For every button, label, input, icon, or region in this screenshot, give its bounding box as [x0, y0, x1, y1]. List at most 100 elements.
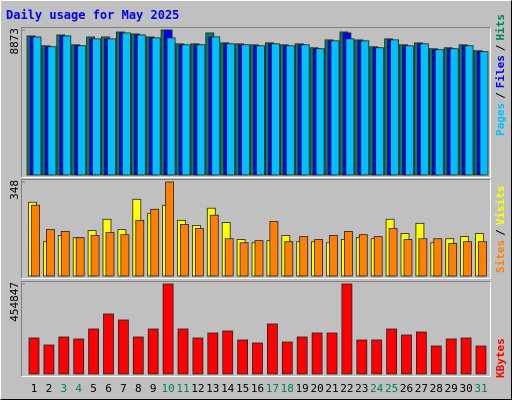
x-tick-label: 26	[400, 382, 413, 395]
legend: Pages / Files / Hits	[494, 14, 507, 136]
bar	[256, 45, 265, 176]
bar	[47, 46, 57, 176]
bar	[315, 48, 325, 176]
x-tick-label: 25	[385, 382, 398, 395]
bar	[181, 44, 191, 176]
x-tick-label: 7	[120, 382, 127, 395]
bar	[401, 334, 412, 375]
x-tick-label: 5	[90, 382, 97, 395]
bar	[375, 47, 385, 176]
bar	[343, 231, 353, 277]
panel-shadow	[21, 281, 491, 377]
bar	[194, 228, 204, 277]
bar	[162, 283, 174, 375]
legend-entry: Hits	[494, 14, 507, 41]
bar	[237, 339, 249, 375]
bar	[341, 283, 353, 375]
x-tick-label: 31	[474, 382, 487, 395]
bar	[166, 37, 176, 176]
bar	[136, 34, 146, 176]
bar	[107, 38, 116, 176]
bar	[314, 239, 324, 277]
x-tick-label: 30	[459, 382, 472, 395]
x-tick-label: 11	[176, 382, 189, 395]
x-tick-label: 10	[161, 382, 174, 395]
bar	[239, 242, 249, 277]
x-tick-label: 4	[75, 382, 82, 395]
bar	[43, 344, 55, 375]
bar	[284, 241, 294, 277]
bar	[75, 237, 85, 277]
bar	[449, 48, 459, 176]
x-tick-label: 24	[370, 382, 384, 395]
legend: Sites / Visits	[494, 186, 507, 274]
bar	[269, 221, 279, 277]
bar	[345, 38, 355, 176]
x-tick-label: 16	[251, 382, 264, 395]
bar	[479, 51, 489, 176]
bar	[118, 319, 129, 375]
legend-entry: KBytes	[494, 338, 507, 378]
bar	[226, 43, 236, 176]
x-tick-label: 21	[325, 382, 338, 395]
bar	[32, 36, 42, 176]
x-tick-label: 2	[46, 382, 53, 395]
bar	[434, 49, 444, 176]
bar	[241, 44, 251, 176]
legend-entry: Pages	[494, 103, 507, 136]
bar	[135, 219, 145, 277]
bar	[356, 339, 368, 375]
x-tick-label: 8	[135, 382, 142, 395]
legend-entry: Sites	[494, 240, 507, 273]
bar	[475, 345, 487, 375]
bar	[73, 338, 85, 375]
x-tick-label: 28	[430, 382, 443, 395]
x-tick-label: 19	[296, 382, 309, 395]
bar	[415, 331, 427, 375]
bar	[207, 332, 219, 375]
bar	[177, 328, 189, 375]
bar	[386, 328, 398, 375]
bar	[419, 43, 429, 176]
y-tick-label: 348	[8, 180, 21, 200]
y-tick-label: 454847	[8, 282, 21, 322]
bar	[360, 40, 370, 176]
bar	[192, 337, 204, 375]
x-tick-label: 9	[150, 382, 157, 395]
legend: KBytes	[494, 338, 507, 378]
bar	[211, 36, 221, 176]
bar	[28, 337, 40, 375]
bar	[254, 240, 264, 277]
bar	[418, 238, 428, 277]
legend-entry: Files	[494, 55, 507, 88]
x-tick-label: 13	[206, 382, 219, 395]
legend-separator: /	[494, 44, 507, 51]
bar	[329, 235, 338, 277]
bar	[299, 236, 309, 277]
panel-shadow	[21, 27, 491, 178]
bar	[388, 228, 398, 277]
bar	[460, 337, 472, 375]
x-tick-label: 20	[310, 382, 323, 395]
bar	[266, 323, 278, 375]
x-tick-label: 6	[105, 382, 112, 395]
bar	[60, 231, 70, 277]
bar	[151, 37, 161, 176]
bar	[147, 328, 159, 375]
bar	[132, 336, 144, 375]
bar	[430, 345, 442, 375]
bar	[390, 39, 400, 176]
x-tick-label: 17	[266, 382, 279, 395]
x-tick-label: 29	[445, 382, 458, 395]
bar	[120, 234, 130, 277]
bar	[150, 208, 160, 277]
bar	[252, 342, 263, 375]
bar	[405, 45, 414, 176]
bar	[62, 35, 72, 176]
bar	[90, 235, 100, 277]
bar	[46, 229, 55, 277]
bar	[281, 341, 293, 375]
bar	[371, 339, 383, 375]
bar	[463, 241, 473, 277]
